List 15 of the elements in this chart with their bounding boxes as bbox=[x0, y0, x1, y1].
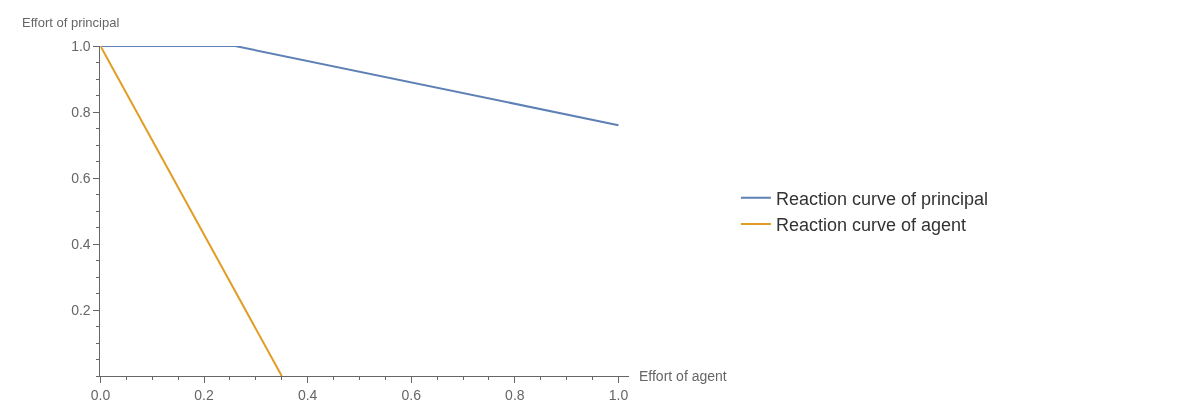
y-tick-label: 0.4 bbox=[71, 235, 91, 252]
x-tick-label: 0.6 bbox=[401, 386, 422, 403]
y-axis-title: Effort of principal bbox=[22, 15, 120, 30]
x-axis-title: Effort of agent bbox=[639, 368, 727, 384]
x-tick-label: 0.8 bbox=[505, 386, 525, 403]
y-tick-label: 0.8 bbox=[71, 103, 91, 120]
legend-label: Reaction curve of agent bbox=[775, 215, 967, 236]
y-tick-label: 0.6 bbox=[71, 169, 91, 186]
x-tick-label: 0.4 bbox=[297, 386, 318, 403]
legend-label: Reaction curve of principal bbox=[775, 188, 989, 209]
y-tick-label: 0.2 bbox=[71, 301, 91, 318]
x-tick-label: 0.0 bbox=[90, 386, 111, 403]
y-tick-label: 1.0 bbox=[71, 37, 91, 54]
x-tick-label: 1.0 bbox=[608, 386, 629, 403]
x-tick-label: 0.2 bbox=[194, 386, 214, 403]
